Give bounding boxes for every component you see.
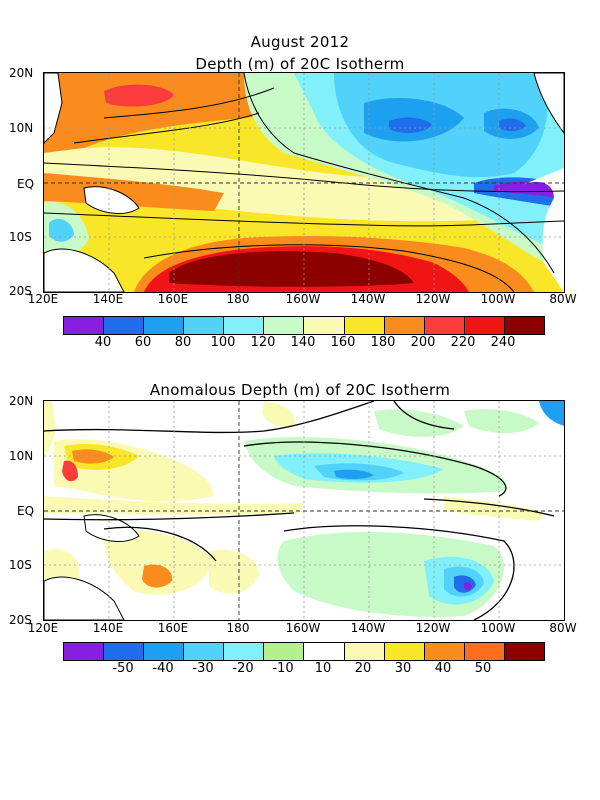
bottom-colorbar-swatch (264, 643, 305, 660)
top-colorbar-tick-label: 240 (490, 335, 516, 350)
top-lat-label-10n: 10N (9, 121, 34, 135)
bottom-colorbar-tick-label: -20 (232, 661, 254, 676)
bottom-colorbar-tick-label: -10 (272, 661, 294, 676)
top-lon-label-100w: 100W (480, 292, 516, 306)
top-colorbar (63, 316, 545, 335)
bottom-colorbar-swatch (384, 643, 425, 660)
bottom-anomaly-field (44, 401, 564, 620)
bottom-lon-label-140w: 140W (350, 621, 386, 635)
top-lon-label-180: 180 (226, 292, 250, 306)
top-colorbar-tick-label: 80 (174, 335, 192, 350)
bottom-colorbar-tick-label: 20 (354, 661, 372, 676)
bottom-colorbar-tick-label: -30 (192, 661, 214, 676)
bottom-colorbar-tick-label: 50 (474, 661, 492, 676)
top-lon-label-80w: 80W (549, 292, 577, 306)
bottom-colorbar-swatch (344, 643, 385, 660)
bottom-colorbar-tick-label: 30 (394, 661, 412, 676)
top-colorbar-tick-label: 100 (210, 335, 236, 350)
top-depth-field (44, 73, 564, 292)
top-colorbar-swatch (424, 317, 465, 334)
bottom-colorbar-tick-label: 40 (434, 661, 452, 676)
bottom-colorbar-swatch (464, 643, 505, 660)
bottom-title: Anomalous Depth (m) of 20C Isotherm (149, 381, 451, 399)
top-colorbar-tick-label: 160 (330, 335, 356, 350)
top-colorbar-tick-label: 140 (290, 335, 316, 350)
bottom-lon-label-180: 180 (226, 621, 250, 635)
top-lon-label-140w: 140W (350, 292, 386, 306)
top-colorbar-swatch (224, 317, 265, 334)
bottom-lon-label-160e: 160E (157, 621, 189, 635)
top-colorbar-swatch (184, 317, 225, 334)
bottom-colorbar (63, 642, 545, 661)
top-colorbar-swatch (384, 317, 425, 334)
top-lon-label-140e: 140E (92, 292, 124, 306)
bottom-colorbar-swatch (224, 643, 265, 660)
top-colorbar-swatch (304, 317, 345, 334)
top-colorbar-tick-label: 120 (250, 335, 276, 350)
top-colorbar-swatch (504, 317, 544, 334)
bottom-colorbar-tick-label: -40 (152, 661, 174, 676)
top-colorbar-swatch (344, 317, 385, 334)
top-colorbar-swatch (104, 317, 145, 334)
top-colorbar-tick-label: 220 (450, 335, 476, 350)
top-lat-label-20s: 20S (9, 284, 32, 298)
top-title-line1: August 2012 (250, 33, 350, 51)
top-colorbar-swatch (64, 317, 105, 334)
top-lon-label-160e: 160E (157, 292, 189, 306)
bottom-colorbar-tick-label: 10 (314, 661, 332, 676)
bottom-lat-label-20s: 20S (9, 613, 32, 627)
top-lon-label-160w: 160W (285, 292, 321, 306)
bottom-colorbar-swatch (144, 643, 185, 660)
top-depth-map (43, 72, 565, 293)
bottom-lon-label-80w: 80W (549, 621, 577, 635)
bottom-lon-label-140e: 140E (92, 621, 124, 635)
bottom-lat-label-10n: 10N (9, 449, 34, 463)
bottom-colorbar-swatch (504, 643, 544, 660)
top-colorbar-tick-label: 200 (410, 335, 436, 350)
bottom-anomaly-map (43, 400, 565, 621)
top-colorbar-tick-label: 60 (134, 335, 152, 350)
bottom-lon-label-120w: 120W (415, 621, 451, 635)
bottom-lon-label-100w: 100W (480, 621, 516, 635)
top-colorbar-tick-label: 40 (94, 335, 112, 350)
bottom-colorbar-swatch (424, 643, 465, 660)
top-lon-label-120e: 120E (27, 292, 59, 306)
bottom-colorbar-swatch (304, 643, 345, 660)
bottom-lat-label-10s: 10S (9, 558, 32, 572)
top-colorbar-swatch (144, 317, 185, 334)
top-colorbar-tick-label: 180 (370, 335, 396, 350)
bottom-lat-label-eq: EQ (17, 504, 35, 518)
top-lon-label-120w: 120W (415, 292, 451, 306)
top-lat-label-10s: 10S (9, 230, 32, 244)
bottom-colorbar-swatch (184, 643, 225, 660)
top-colorbar-swatch (464, 317, 505, 334)
top-lat-label-20n: 20N (9, 66, 34, 80)
top-colorbar-swatch (264, 317, 305, 334)
top-lat-label-eq: EQ (17, 177, 35, 191)
bottom-colorbar-swatch (64, 643, 105, 660)
bottom-lon-label-160w: 160W (285, 621, 321, 635)
top-title-line2: Depth (m) of 20C Isotherm (195, 55, 405, 73)
bottom-colorbar-swatch (104, 643, 145, 660)
bottom-lat-label-20n: 20N (9, 394, 34, 408)
bottom-colorbar-tick-label: -50 (112, 661, 134, 676)
bottom-lon-label-120e: 120E (27, 621, 59, 635)
